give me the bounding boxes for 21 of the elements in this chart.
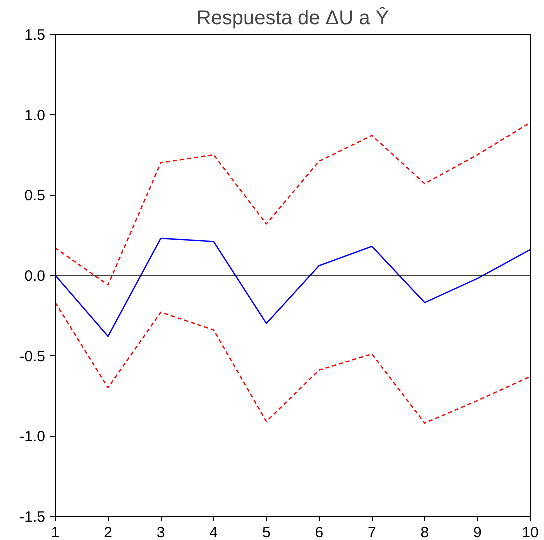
- y-tick-label: 0.0: [24, 268, 46, 285]
- y-tick-label: -1.0: [20, 428, 46, 446]
- y-tick-label: 1.0: [24, 107, 46, 124]
- y-tick-label: -1.5: [20, 509, 46, 526]
- y-tick-label: 1.5: [24, 27, 46, 44]
- x-tick-label: 6: [315, 524, 324, 540]
- chart-title: Respuesta de ΔU a Ŷ: [196, 6, 390, 30]
- x-tick-label: 10: [522, 524, 539, 540]
- y-tick-label: -0.5: [20, 348, 46, 366]
- line-series: [56, 122, 530, 286]
- x-tick-label: 1: [51, 524, 60, 540]
- line-series: [56, 238, 530, 338]
- y-tick-label: 0.5: [24, 188, 46, 205]
- x-tick-label: 3: [156, 524, 166, 540]
- x-tick-label: 5: [262, 524, 271, 540]
- x-tick-label: 7: [368, 524, 376, 540]
- line-series: [56, 302, 530, 424]
- x-tick-label: 2: [104, 524, 112, 540]
- x-tick-label: 9: [474, 524, 482, 540]
- x-tick-label: 8: [420, 524, 430, 540]
- x-tick-label: 4: [210, 524, 218, 540]
